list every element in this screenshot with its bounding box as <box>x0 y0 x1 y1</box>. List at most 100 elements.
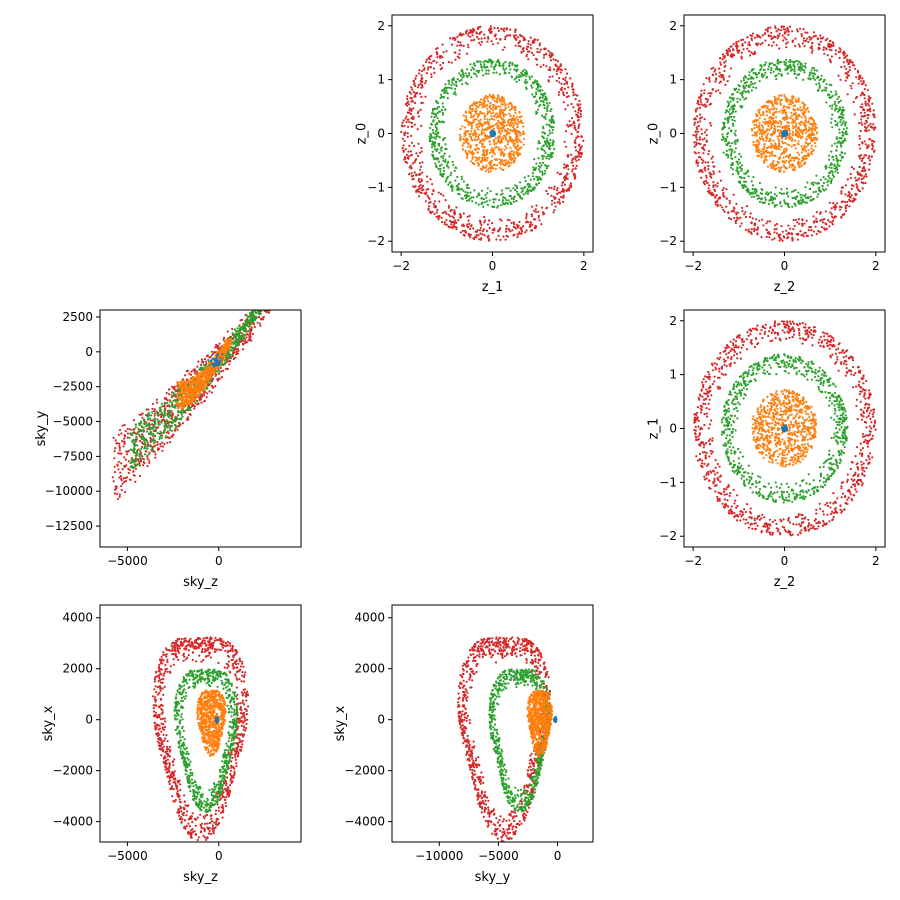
data-point <box>286 277 288 279</box>
data-point <box>439 64 442 67</box>
data-point <box>408 173 411 176</box>
data-point <box>405 120 408 124</box>
data-point <box>860 118 863 121</box>
data-point <box>794 126 797 129</box>
data-point <box>816 38 820 41</box>
data-point <box>728 113 732 116</box>
data-point <box>544 151 547 155</box>
data-point <box>818 84 821 87</box>
data-point <box>479 221 482 225</box>
data-point <box>504 230 508 233</box>
data-point <box>703 167 706 170</box>
data-point <box>460 69 463 72</box>
data-point <box>793 196 796 199</box>
data-point <box>563 83 566 86</box>
data-point <box>822 176 825 179</box>
data-point <box>445 50 448 53</box>
data-point <box>733 115 736 119</box>
data-point <box>484 166 487 169</box>
data-point <box>804 39 808 43</box>
data-point <box>740 55 743 58</box>
data-point <box>203 357 206 361</box>
data-point <box>127 471 130 475</box>
data-point <box>466 156 469 159</box>
data-point <box>471 161 475 165</box>
data-point <box>798 158 801 161</box>
data-point <box>447 204 451 207</box>
y-tick-label: −1 <box>659 180 677 194</box>
data-point <box>797 191 800 194</box>
data-point <box>558 76 561 80</box>
data-point <box>704 169 707 172</box>
data-point <box>438 151 441 154</box>
data-point <box>752 72 755 75</box>
data-point <box>412 107 415 110</box>
data-point <box>476 157 479 160</box>
data-point <box>447 60 450 64</box>
data-point <box>512 124 515 127</box>
data-point <box>442 51 445 54</box>
data-point <box>564 79 567 82</box>
data-point <box>512 142 515 145</box>
data-point <box>808 142 812 145</box>
data-point <box>772 139 775 142</box>
data-point <box>468 150 471 153</box>
data-point <box>475 104 478 107</box>
data-point <box>492 167 495 170</box>
data-point <box>518 131 522 134</box>
data-point <box>538 42 542 45</box>
data-point <box>151 407 154 410</box>
data-point <box>707 150 711 153</box>
data-point <box>431 193 434 196</box>
data-point <box>774 164 778 167</box>
data-point <box>807 154 811 157</box>
data-point <box>714 184 717 187</box>
data-point <box>435 211 438 214</box>
data-point <box>727 104 731 107</box>
data-point <box>539 93 543 96</box>
data-point <box>444 160 447 163</box>
data-point <box>699 106 702 109</box>
data-point <box>830 162 833 165</box>
data-point <box>777 67 780 71</box>
data-point <box>791 97 794 100</box>
data-point <box>579 103 582 106</box>
data-point <box>709 172 712 175</box>
data-point <box>835 156 838 160</box>
data-point <box>533 95 537 98</box>
data-point <box>719 92 722 95</box>
data-point <box>547 134 550 137</box>
data-point <box>776 160 779 164</box>
data-point <box>475 75 478 78</box>
data-point <box>558 81 561 84</box>
data-point <box>543 107 546 110</box>
data-point <box>524 78 527 81</box>
data-point <box>747 78 750 81</box>
data-point <box>514 111 517 115</box>
data-point <box>725 205 728 208</box>
data-point <box>509 155 513 158</box>
data-point <box>798 133 801 136</box>
data-point <box>757 71 761 75</box>
data-point <box>840 145 843 148</box>
data-point <box>758 80 761 83</box>
data-point <box>799 106 802 109</box>
data-point <box>765 192 768 195</box>
data-point <box>441 102 444 105</box>
data-point <box>740 94 744 97</box>
data-point <box>766 30 769 33</box>
data-point <box>492 198 495 201</box>
data-point <box>515 80 518 83</box>
data-point <box>469 227 472 231</box>
data-point <box>443 223 446 226</box>
data-point <box>787 236 790 239</box>
data-point <box>763 74 766 77</box>
data-point <box>694 152 698 155</box>
data-point <box>543 149 546 152</box>
data-point <box>783 170 786 173</box>
data-point <box>817 230 820 233</box>
x-tick-label: 0 <box>781 259 789 273</box>
data-point <box>830 179 833 182</box>
data-point <box>789 60 793 63</box>
data-point <box>256 321 259 324</box>
